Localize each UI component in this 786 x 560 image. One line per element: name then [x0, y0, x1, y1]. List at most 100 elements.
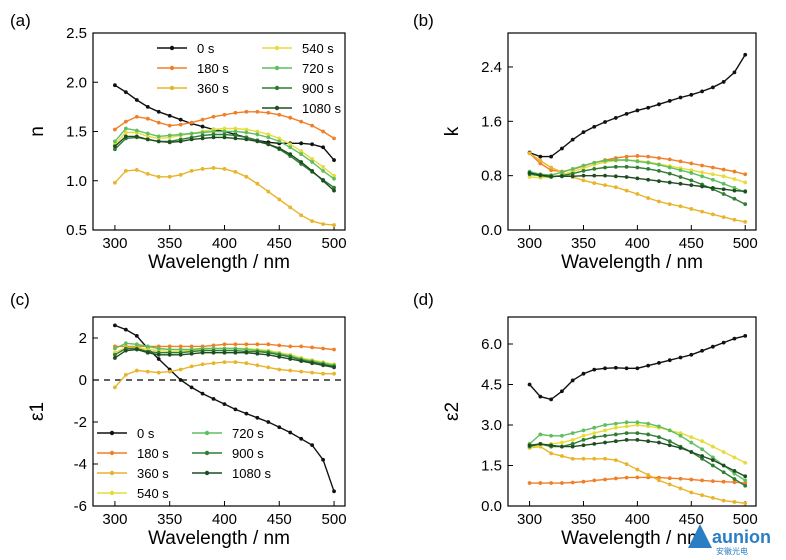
data-point: [592, 173, 597, 178]
data-point: [123, 372, 128, 377]
data-point: [123, 134, 128, 139]
x-tick-label: 500: [733, 235, 758, 252]
data-point: [200, 124, 205, 129]
plot-frame-c: [92, 316, 346, 507]
data-point: [624, 431, 629, 435]
data-point: [657, 478, 661, 483]
data-point: [710, 463, 715, 468]
data-point: [624, 158, 629, 162]
data-point: [678, 181, 683, 186]
data-point: [613, 425, 618, 430]
data-point: [145, 344, 150, 349]
data-point: [678, 433, 683, 438]
data-point: [538, 158, 543, 163]
data-point: [288, 344, 293, 349]
data-point: [288, 115, 293, 120]
data-point: [732, 196, 737, 201]
data-point: [178, 172, 183, 177]
data-point: [332, 136, 336, 141]
data-point: [211, 343, 216, 348]
data-point: [678, 175, 683, 179]
data-point: [581, 130, 586, 135]
data-point: [145, 134, 150, 139]
data-point: [732, 336, 737, 341]
data-point: [332, 371, 336, 376]
data-point: [134, 114, 139, 119]
data-point: [211, 350, 216, 355]
data-point: [222, 132, 227, 137]
data-point: [592, 442, 597, 446]
data-point: [635, 154, 640, 158]
data-point: [721, 470, 726, 475]
data-point: [646, 196, 651, 200]
data-point: [689, 161, 694, 166]
legend-swatch-marker: [169, 65, 175, 71]
data-point: [145, 171, 150, 176]
legend-swatch-marker: [109, 490, 115, 496]
data-point: [732, 70, 737, 75]
data-point: [134, 168, 139, 172]
x-tick-label: 350: [157, 235, 182, 252]
data-point: [700, 184, 704, 189]
data-point: [570, 137, 575, 142]
legend-swatch-marker: [204, 450, 210, 456]
data-point: [549, 165, 554, 170]
legend-label: 180 s: [137, 446, 169, 461]
data-point: [167, 123, 172, 128]
data-point: [743, 172, 748, 177]
data-point: [678, 204, 683, 209]
legend-swatch-marker: [109, 470, 115, 476]
data-point: [255, 351, 260, 356]
data-point: [233, 136, 238, 141]
data-point: [581, 169, 586, 173]
data-point: [255, 342, 260, 347]
data-point: [288, 152, 293, 157]
data-point: [527, 481, 532, 485]
data-point: [732, 217, 737, 222]
data-point: [560, 481, 564, 485]
data-point: [570, 378, 575, 383]
data-point: [710, 496, 715, 500]
panel-d: 300 350 400 450 500 0.0 1.5 3.0 4.5 6.0 Wavelength…: [413, 290, 758, 549]
data-point: [113, 147, 117, 152]
data-point: [255, 132, 260, 137]
data-point: [743, 501, 748, 506]
data-point: [145, 116, 150, 121]
data-point: [113, 323, 117, 328]
data-point: [657, 435, 661, 440]
data-point: [570, 437, 575, 442]
data-point: [113, 127, 117, 132]
data-point: [113, 346, 117, 351]
panel-label: (d): [413, 290, 434, 309]
data-point: [689, 440, 694, 445]
data-point: [667, 428, 672, 433]
data-point: [570, 174, 575, 179]
data-point: [603, 165, 607, 170]
data-point: [635, 437, 640, 442]
data-point: [288, 145, 293, 150]
data-point: [527, 382, 532, 387]
data-point: [549, 451, 554, 456]
y-tick-label: 0.5: [66, 222, 87, 239]
data-point: [211, 135, 216, 140]
data-point: [624, 475, 629, 480]
data-point: [266, 135, 271, 140]
data-point: [710, 185, 715, 190]
data-point: [603, 173, 607, 178]
data-point: [288, 430, 293, 435]
panel-label: (b): [413, 11, 434, 30]
data-point: [310, 370, 315, 375]
data-point: [646, 421, 651, 426]
data-point: [657, 156, 661, 160]
data-point: [700, 454, 704, 458]
series-line-b-0: [529, 54, 746, 158]
data-point: [222, 167, 227, 171]
legend-label: 180 s: [197, 61, 229, 76]
data-point: [299, 436, 304, 441]
data-point: [321, 222, 325, 226]
data-point: [167, 113, 172, 118]
data-point: [113, 385, 117, 390]
data-point: [299, 152, 304, 157]
data-point: [613, 116, 618, 120]
